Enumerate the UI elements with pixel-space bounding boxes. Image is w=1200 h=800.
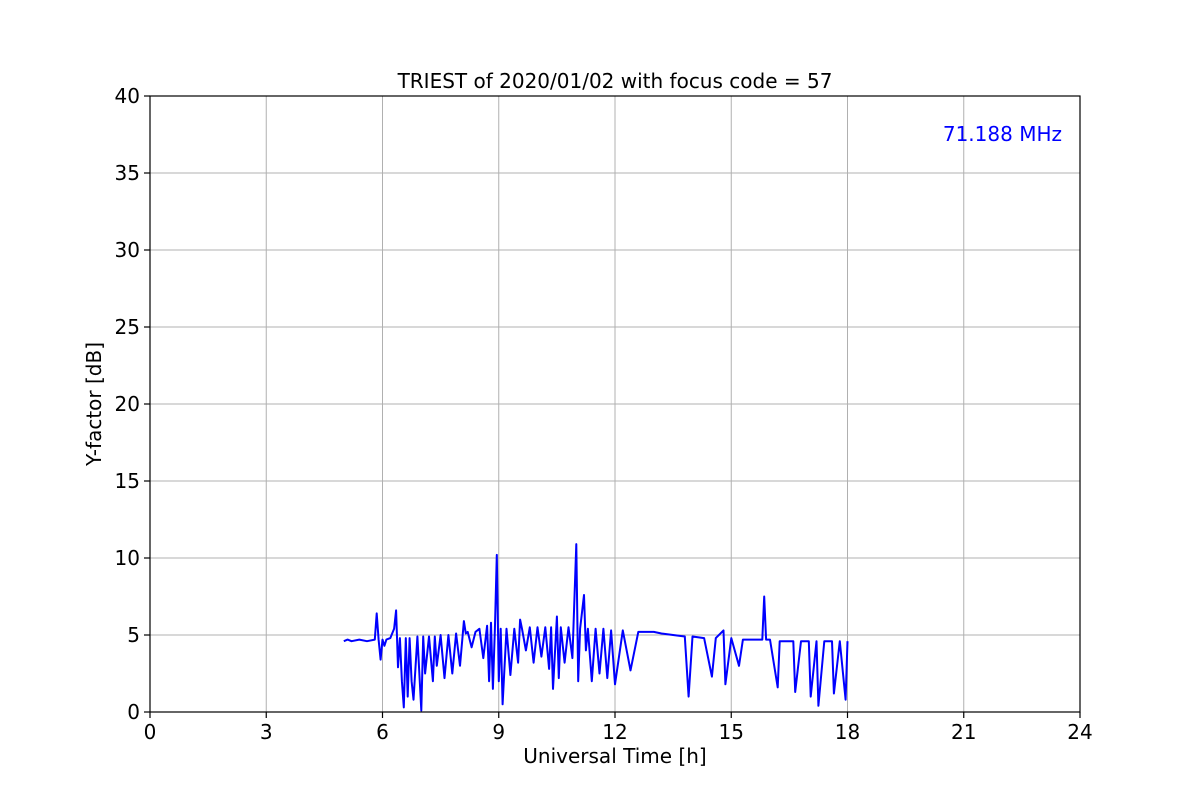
x-tick-label: 0 (144, 720, 157, 744)
y-tick-label: 0 (127, 700, 140, 724)
y-tick-label: 35 (115, 161, 140, 185)
series-line (343, 543, 849, 712)
x-tick-label: 3 (260, 720, 273, 744)
frequency-annotation: 71.188 MHz (943, 122, 1062, 146)
x-tick-label: 9 (492, 720, 505, 744)
series-layer (343, 543, 849, 712)
x-axis-label: Universal Time [h] (523, 744, 706, 768)
y-tick-label: 5 (127, 623, 140, 647)
y-tick-label: 20 (115, 392, 140, 416)
x-tick-label: 24 (1067, 720, 1092, 744)
ticks (144, 95, 1081, 718)
x-tick-label: 21 (951, 720, 976, 744)
x-tick-label: 6 (376, 720, 389, 744)
x-tick-label: 12 (602, 720, 627, 744)
x-tick-label: 15 (719, 720, 744, 744)
y-tick-label: 15 (115, 469, 140, 493)
y-tick-label: 40 (115, 84, 140, 108)
y-tick-label: 10 (115, 546, 140, 570)
x-tick-label: 18 (835, 720, 860, 744)
y-tick-label: 30 (115, 238, 140, 262)
chart-title: TRIEST of 2020/01/02 with focus code = 5… (397, 69, 833, 93)
y-axis-label: Y-factor [dB] (82, 342, 106, 467)
tick-labels: 0 3 6 9 12 15 18 21 24 0 5 10 15 20 25 30 35 40 (115, 84, 1093, 744)
y-tick-label: 25 (115, 315, 140, 339)
